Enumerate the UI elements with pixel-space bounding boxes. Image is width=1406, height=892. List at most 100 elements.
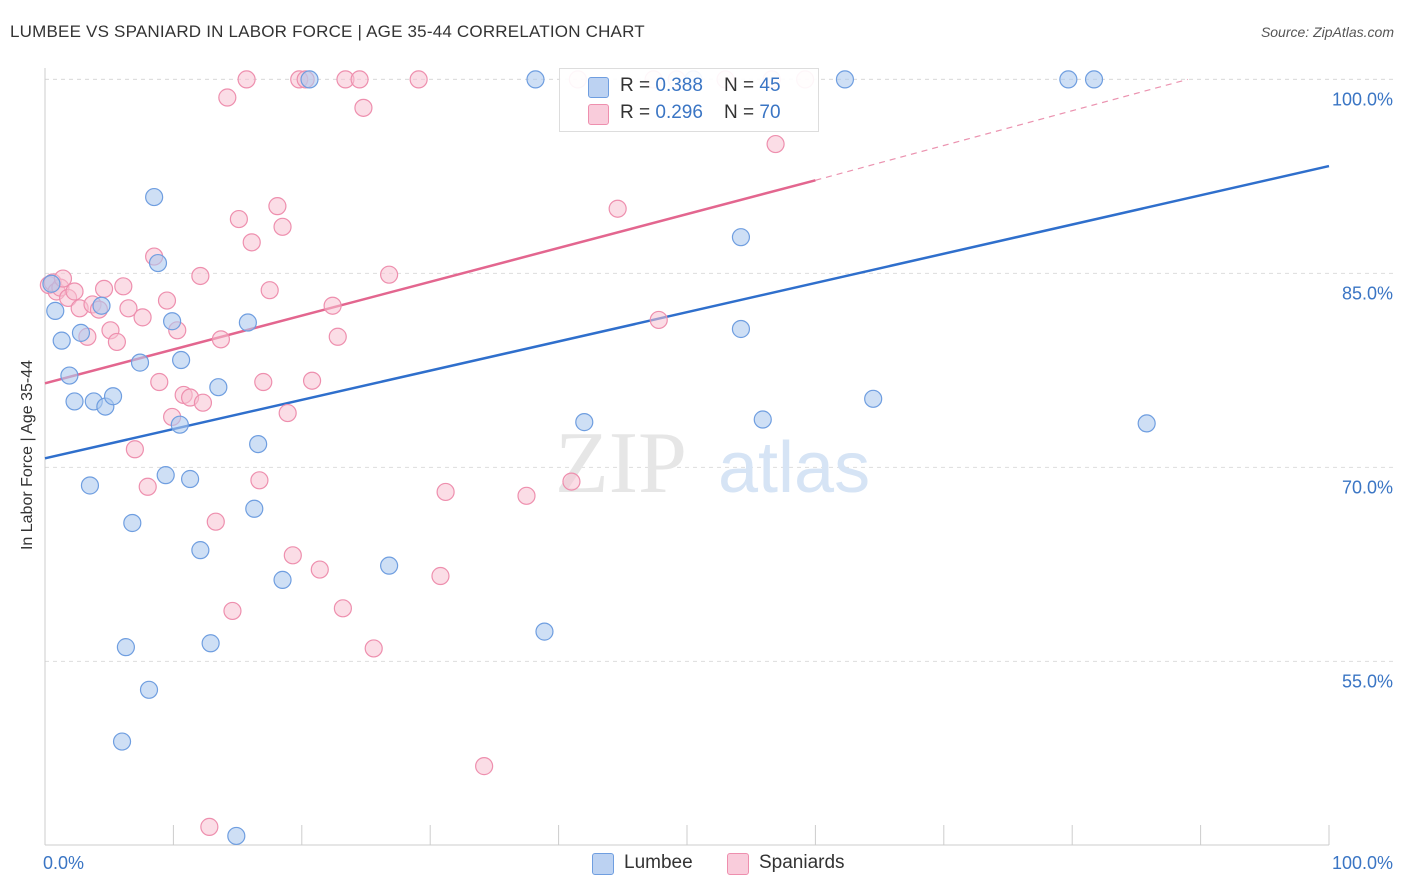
lumbee-point <box>180 469 200 489</box>
lumbee-point <box>123 513 142 533</box>
trend-lines <box>44 78 1330 460</box>
spaniards-point <box>150 372 169 392</box>
spaniards-point <box>133 308 152 327</box>
spaniards-point <box>229 209 248 229</box>
spaniards-point <box>125 440 144 459</box>
lumbee-point <box>60 366 79 385</box>
spaniards-trend-extension <box>815 78 1188 181</box>
spaniards-point <box>193 393 213 412</box>
tick-labels: 100.0% 85.0% 70.0% 55.0% 0.0% 100.0% <box>43 89 1393 873</box>
lumbee-point <box>139 680 159 699</box>
x-tick-label: 0.0% <box>43 853 84 873</box>
lumbee-point <box>300 70 319 89</box>
lumbee-point <box>1084 70 1104 89</box>
spaniards-point <box>218 88 237 107</box>
axes <box>44 68 1330 846</box>
source-label: Source: ZipAtlas.com <box>1260 24 1394 40</box>
watermark-zip: ZIP <box>555 415 687 512</box>
spaniards-point <box>223 601 242 621</box>
lumbee-point <box>227 826 246 846</box>
spaniards-point <box>766 134 785 154</box>
lumbee-point <box>116 638 135 657</box>
bottom-lumbee-label: Lumbee <box>624 852 693 873</box>
spaniards-point <box>119 299 138 318</box>
legend-lumbee-n-label: N = <box>724 75 760 96</box>
spaniards-point <box>191 266 210 286</box>
spaniards-point <box>608 199 627 218</box>
spaniards-point <box>268 197 287 216</box>
y-tick-label: 70.0% <box>1342 477 1393 497</box>
lumbee-point <box>864 389 883 408</box>
spaniards-point <box>211 330 231 349</box>
legend-lumbee-n-value: 45 <box>759 75 781 96</box>
lumbee-point <box>835 70 855 89</box>
spaniards-point <box>333 599 352 618</box>
spaniards-point <box>302 371 322 390</box>
lumbee-point <box>172 350 191 370</box>
chart-title: LUMBEE VS SPANIARD IN LABOR FORCE | AGE … <box>10 22 645 41</box>
lumbee-point <box>103 387 123 406</box>
spaniards-point <box>475 757 494 776</box>
lumbee-point <box>80 476 100 495</box>
lumbee-point <box>145 187 164 207</box>
legend-lumbee-r-label: R = <box>620 75 656 96</box>
spaniards-swatch <box>588 104 609 125</box>
lumbee-point <box>191 541 210 560</box>
lumbee-point <box>71 323 91 342</box>
spaniards-point <box>436 482 455 502</box>
spaniards-point <box>254 372 273 392</box>
lumbee-point <box>380 556 399 575</box>
lumbee-swatch <box>588 77 609 98</box>
bottom-spaniards-label: Spaniards <box>759 852 845 873</box>
spaniards-point <box>328 327 347 346</box>
spaniards-point <box>283 546 302 565</box>
bottom-lumbee-swatch <box>592 853 614 875</box>
spaniards-point <box>206 512 225 531</box>
lumbee-point <box>209 378 228 397</box>
lumbee-point <box>201 634 220 653</box>
lumbee-point <box>163 312 182 331</box>
spaniards-point <box>94 279 114 299</box>
spaniards-point <box>323 296 342 315</box>
lumbee-point <box>130 353 150 372</box>
lumbee-point <box>245 499 264 518</box>
x-tick-label: 100.0% <box>1332 853 1393 873</box>
legend-spaniards-n-label: N = <box>724 102 760 123</box>
spaniards-point <box>364 639 383 658</box>
watermark-atlas: atlas <box>718 428 870 508</box>
legend-spaniards-r-label: R = <box>620 102 656 123</box>
lumbee-point <box>170 415 189 434</box>
lumbee-trend-line <box>44 164 1330 460</box>
spaniards-point <box>278 403 297 423</box>
y-tick-label: 55.0% <box>1342 671 1393 691</box>
lumbee-point <box>112 732 132 751</box>
lumbee-point <box>148 253 168 273</box>
lumbee-point <box>535 622 554 641</box>
stats-legend: R = 0.388 N = 45 R = 0.296 N = 70 <box>559 68 819 132</box>
lumbee-point <box>731 228 751 247</box>
spaniards-point <box>350 70 369 89</box>
spaniards-point <box>409 70 428 89</box>
bottom-spaniards-swatch <box>727 853 749 875</box>
spaniards-point <box>107 332 127 352</box>
lumbee-point <box>238 313 257 332</box>
lumbee-point <box>42 274 61 293</box>
spaniards-point <box>517 486 536 505</box>
lumbee-point <box>249 434 268 454</box>
lumbee-point <box>575 413 594 432</box>
spaniards-point <box>649 310 668 330</box>
lumbee-point <box>273 570 292 589</box>
lumbee-point <box>65 392 84 411</box>
lumbee-point <box>1137 414 1156 433</box>
spaniards-point <box>260 281 279 300</box>
lumbee-point <box>46 301 65 320</box>
spaniards-point <box>157 291 177 310</box>
legend-spaniards-n-value: 70 <box>759 102 781 123</box>
spaniards-point <box>114 277 133 296</box>
spaniards-point <box>380 265 399 284</box>
spaniards-point <box>273 217 292 236</box>
legend-lumbee-r-value: 0.388 <box>655 75 703 96</box>
spaniards-point <box>562 472 581 491</box>
y-tick-label: 100.0% <box>1332 89 1393 109</box>
